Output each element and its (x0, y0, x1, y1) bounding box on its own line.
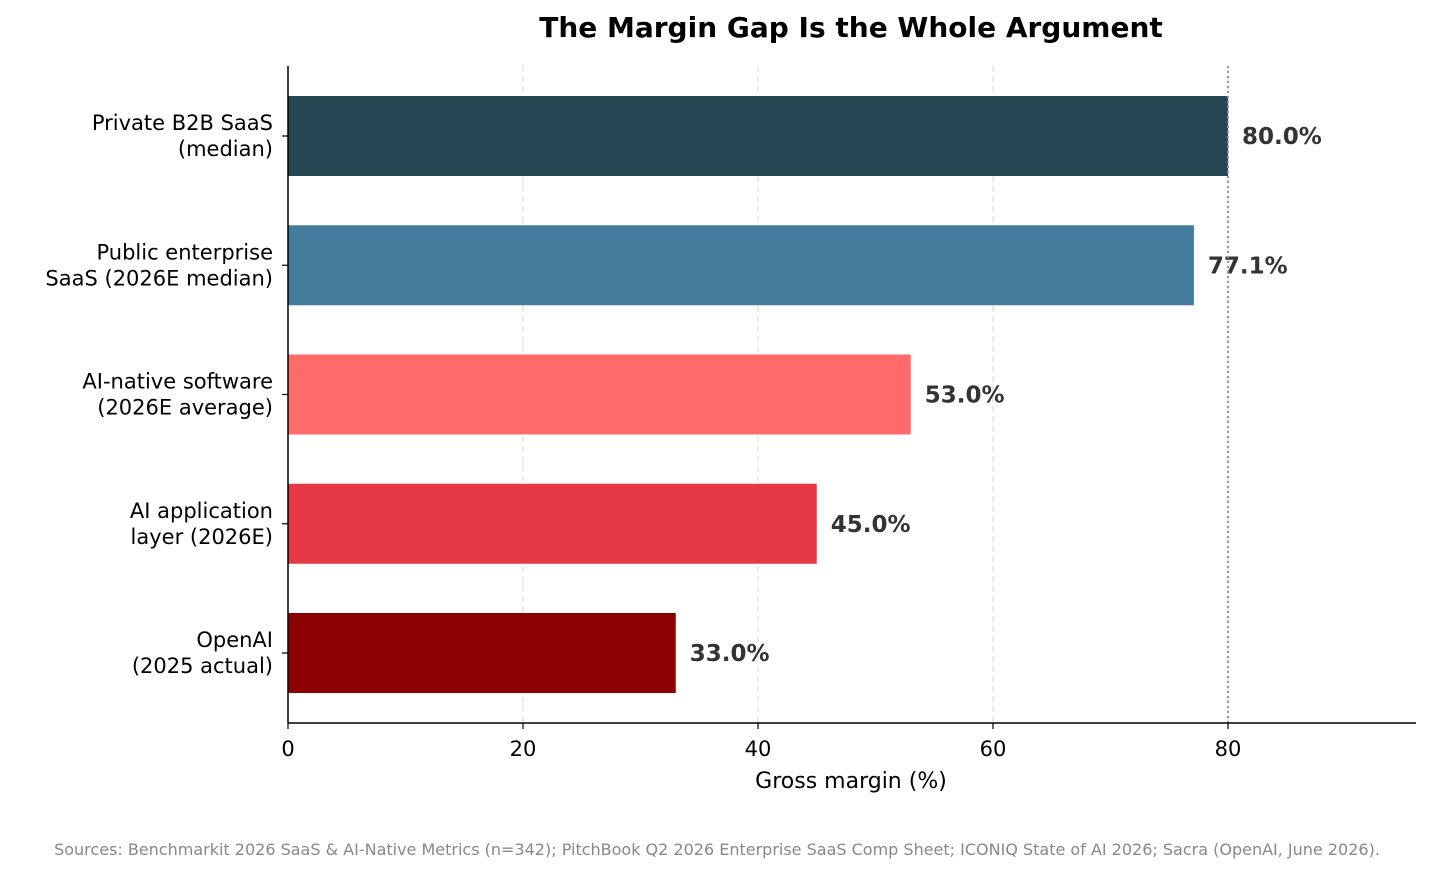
x-tick-label: 0 (281, 737, 294, 761)
x-tick-label: 40 (745, 737, 772, 761)
y-tick-label: SaaS (2026E median) (45, 266, 273, 290)
value-labels: 80.0% 77.1% 53.0% 45.0% 33.0% (690, 124, 1322, 667)
source-note: Sources: Benchmarkit 2026 SaaS & AI-Nati… (54, 840, 1380, 859)
bar (288, 354, 911, 435)
y-tick-label: Public enterprise (96, 240, 273, 264)
bars (288, 96, 1228, 693)
category-labels: Private B2B SaaS(median) Public enterpris… (45, 111, 273, 678)
y-tick-label: AI application (130, 499, 273, 523)
bar (288, 225, 1194, 306)
chart-title: The Margin Gap Is the Whole Argument (539, 11, 1163, 44)
x-axis-label: Gross margin (%) (755, 769, 947, 794)
x-tick-label: 60 (980, 737, 1007, 761)
data-label: 80.0% (1242, 124, 1322, 150)
y-tick-label: Private B2B SaaS (92, 111, 273, 135)
y-tick-label: AI-native software (82, 370, 273, 394)
y-tick-label: (median) (178, 137, 273, 161)
y-tick-label: OpenAI (196, 628, 273, 652)
bar (288, 613, 676, 693)
data-label: 45.0% (831, 512, 911, 538)
x-tick-labels: 0 20 40 60 80 (281, 737, 1241, 761)
bar (288, 96, 1228, 176)
x-tick-label: 80 (1215, 737, 1242, 761)
data-label: 53.0% (925, 383, 1005, 409)
y-tick-label: (2026E average) (97, 396, 273, 420)
axes (282, 66, 1416, 729)
y-tick-label: (2025 actual) (132, 654, 273, 678)
x-tick-label: 20 (510, 737, 537, 761)
bar (288, 483, 817, 564)
data-label: 33.0% (690, 641, 770, 667)
data-label: 77.1% (1208, 253, 1288, 279)
y-tick-label: layer (2026E) (131, 525, 273, 549)
